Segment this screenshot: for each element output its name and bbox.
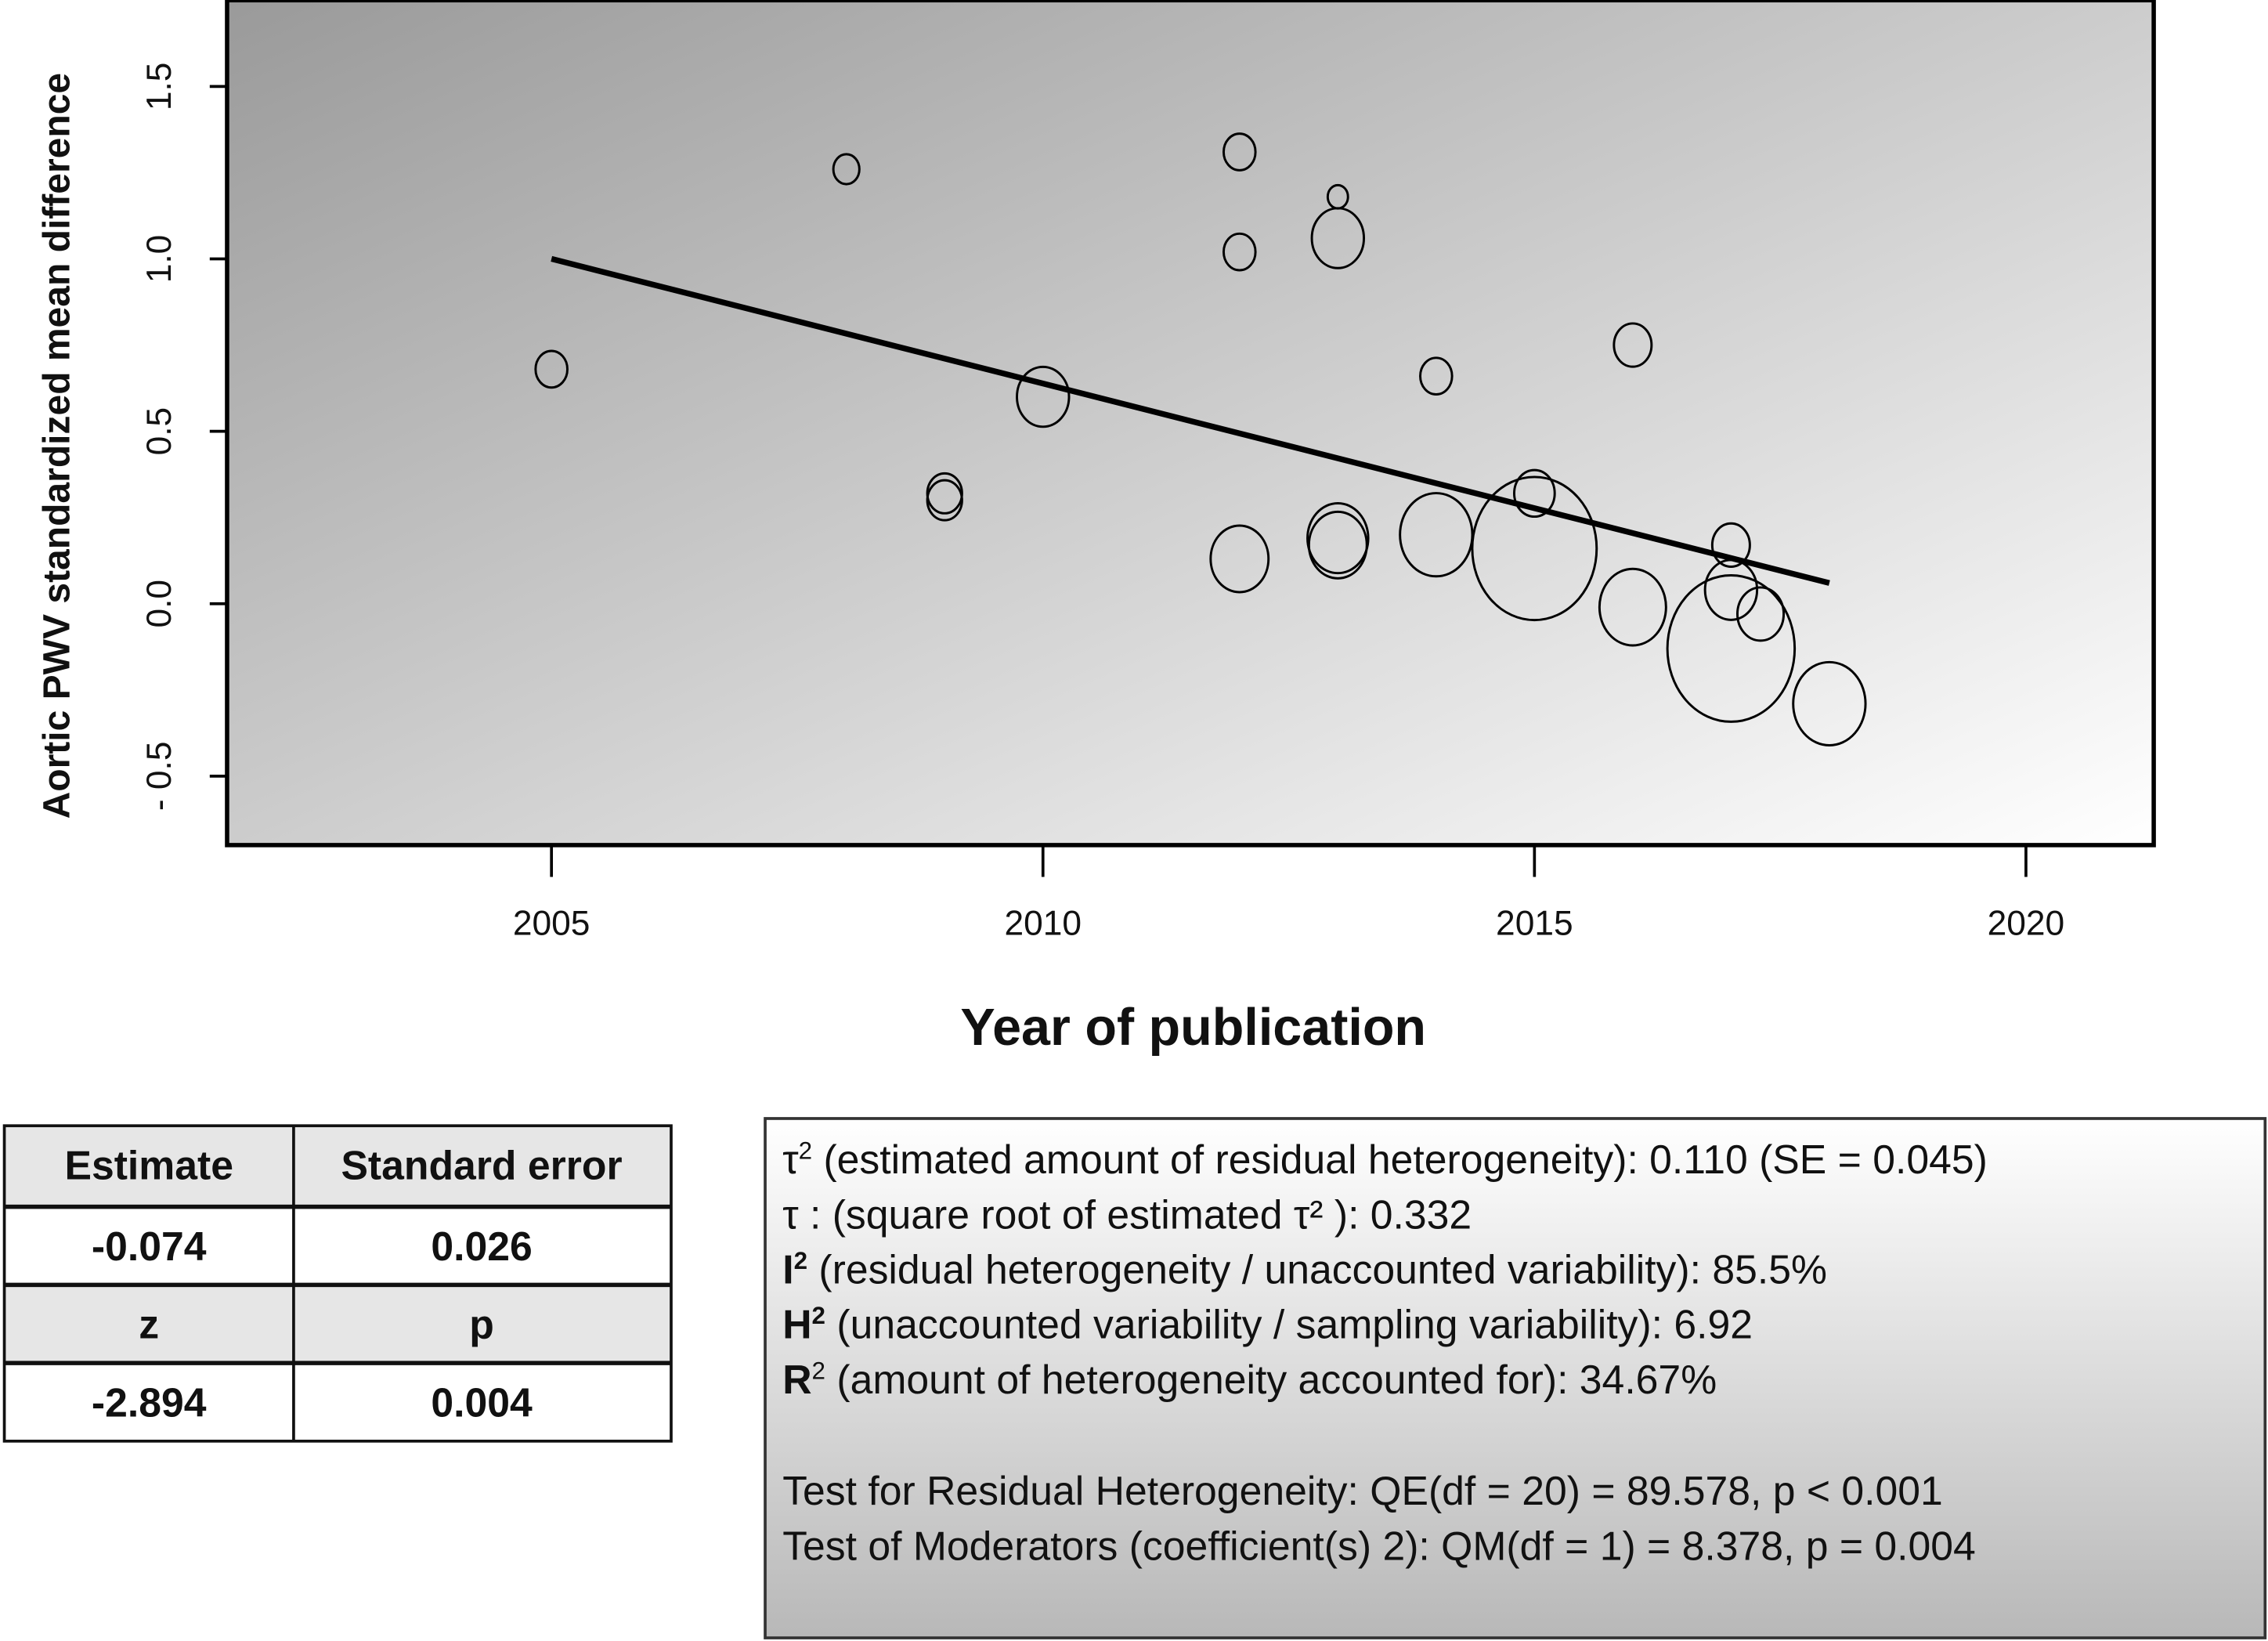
header-standard-error: Standard error (341, 1143, 622, 1188)
header-z: z (139, 1302, 159, 1347)
value-z: -2.894 (92, 1379, 207, 1425)
y-tick-label: 1.5 (140, 63, 179, 111)
data-point (1419, 356, 1454, 396)
y-tick-label: 0.5 (140, 407, 179, 456)
data-point (1222, 132, 1257, 172)
x-tick-label: 2015 (1496, 904, 1573, 942)
data-point (1307, 510, 1368, 580)
regression-line (551, 255, 1830, 586)
data-point (1735, 586, 1786, 642)
y-axis: - 0.5 0.0 0.5 1.0 1.5 (140, 63, 227, 811)
heterogeneity-stats-box: τ2 (estimated amount of residual heterog… (764, 1117, 2267, 1639)
test-moderators: Test of Moderators (coefficient(s) 2): Q… (782, 1523, 1976, 1568)
y-axis-label: Aortic PWV standardized mean difference (37, 73, 78, 819)
header-p: p (469, 1302, 494, 1347)
data-point (1666, 574, 1797, 723)
stat-tau: τ : (square root of estimated τ² ): 0.33… (782, 1191, 1472, 1237)
x-tick-label: 2020 (1988, 904, 2065, 942)
x-tick-label: 2010 (1004, 904, 1082, 942)
data-point (1209, 524, 1270, 594)
value-estimate: -0.074 (92, 1224, 207, 1269)
x-tick-label: 2005 (513, 904, 590, 942)
data-point (1222, 232, 1257, 272)
x-axis: 2005 2010 2015 2020 (513, 844, 2065, 942)
test-residual-heterogeneity: Test for Residual Heterogeneity: QE(df =… (782, 1468, 1943, 1513)
stat-tau2: τ2 (estimated amount of residual heterog… (782, 1137, 1988, 1182)
stat-i2: I2 (residual heterogeneity / unaccounted… (782, 1247, 1827, 1292)
x-axis-label: Year of publication (960, 999, 1426, 1057)
stat-r2: R2 (amount of heterogeneity accounted fo… (782, 1357, 1717, 1402)
data-point (1471, 475, 1598, 622)
header-estimate: Estimate (64, 1143, 233, 1188)
data-point (534, 349, 569, 389)
data-point (1598, 567, 1667, 647)
stat-h2: H2 (unaccounted variability / sampling v… (782, 1302, 1753, 1347)
value-standard-error: 0.026 (431, 1224, 532, 1269)
data-point (1306, 501, 1370, 575)
data-point (926, 479, 963, 522)
data-point (1016, 365, 1071, 428)
data-point (1310, 207, 1366, 269)
plot-area (225, 0, 2156, 848)
y-tick-label: 1.0 (140, 235, 179, 284)
y-tick-label: - 0.5 (140, 742, 179, 811)
data-point (832, 153, 861, 186)
data-point (1710, 522, 1751, 568)
value-p: 0.004 (431, 1379, 533, 1425)
data-point (1513, 468, 1556, 519)
data-point (1792, 660, 1867, 746)
coefficient-table: Estimate Standard error -0.074 0.026 z p… (2, 1124, 673, 1443)
data-point (1613, 322, 1653, 368)
y-tick-label: 0.0 (140, 580, 179, 628)
